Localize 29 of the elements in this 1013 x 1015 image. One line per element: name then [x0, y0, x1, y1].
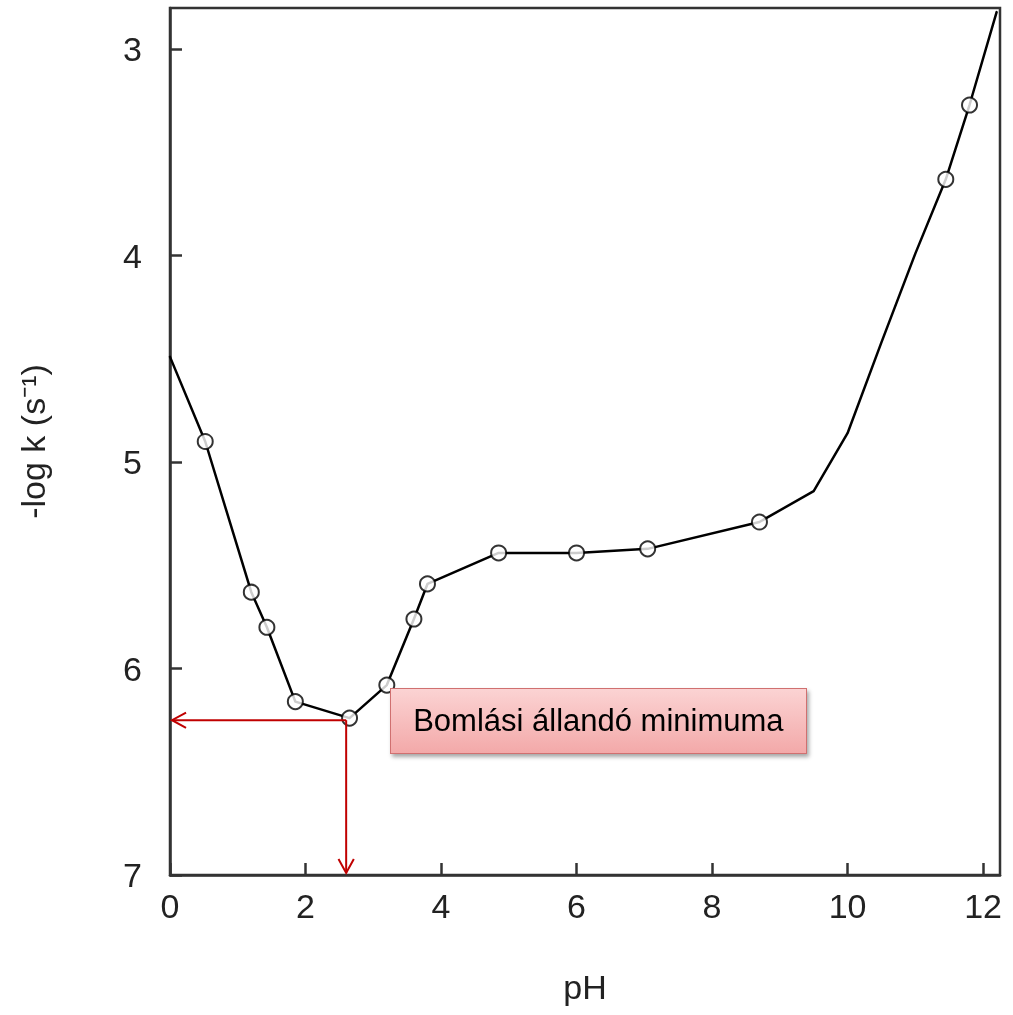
- y-tick-label: 5: [123, 443, 142, 482]
- x-tick-label: 0: [160, 887, 180, 925]
- point: [490, 544, 508, 562]
- y-tick-label: 7: [123, 856, 142, 894]
- point: [196, 433, 214, 450]
- point: [750, 513, 768, 531]
- x-tick-label: 10: [828, 887, 867, 925]
- point: [258, 618, 276, 636]
- point: [405, 610, 423, 628]
- annotation: Bomlási állandó minimuma: [390, 688, 807, 755]
- x-tick-label: 2: [296, 887, 315, 925]
- y-tick-label: 4: [123, 236, 142, 275]
- point: [378, 676, 396, 694]
- point: [286, 693, 304, 711]
- x-tick-label: 12: [964, 887, 1002, 925]
- point: [418, 575, 436, 593]
- x-axis-title: pH: [563, 968, 607, 1006]
- y-tick-label: 3: [123, 30, 142, 69]
- y-tick-label: 6: [123, 649, 142, 688]
- x-tick-label: 6: [567, 887, 586, 925]
- point: [242, 583, 260, 601]
- point: [937, 170, 955, 188]
- x-tick-label: 8: [702, 887, 722, 925]
- point: [341, 709, 359, 727]
- y-axis-title: -log k (s⁻¹): [14, 364, 52, 519]
- point: [961, 96, 979, 114]
- point: [568, 544, 586, 562]
- x-tick-label: 4: [431, 887, 451, 925]
- point: [639, 540, 657, 558]
